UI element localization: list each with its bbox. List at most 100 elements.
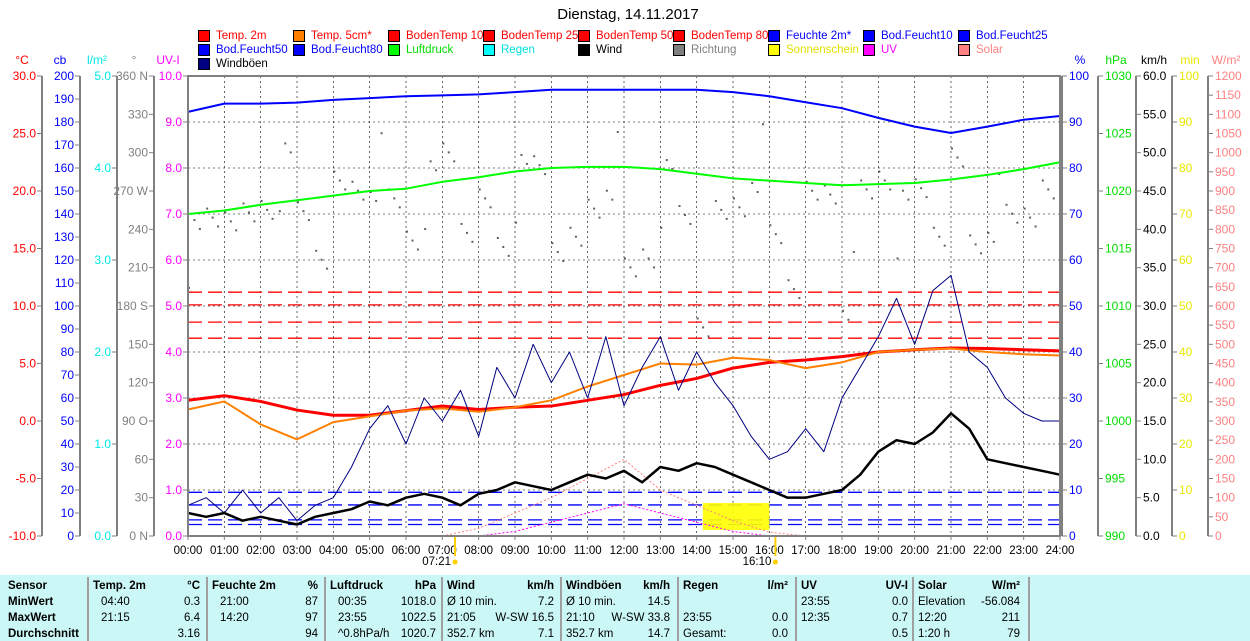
direction-point	[733, 197, 735, 200]
axis-tick-label-hpa: 1025	[1105, 127, 1132, 141]
axis-tick-label-kmh: 20.0	[1143, 376, 1167, 390]
axis-tick-label-dir: 330	[128, 107, 148, 121]
legend-label: Wind	[596, 44, 623, 56]
direction-point	[217, 225, 220, 228]
direction-point	[689, 222, 692, 225]
legend-label: BodenTemp 80	[691, 30, 769, 42]
x-tick-label: 20:00	[900, 545, 929, 557]
table-cell: Durchschnitt	[8, 628, 79, 640]
axis-tick-label-min: 70	[1179, 207, 1193, 221]
table-separator	[206, 577, 208, 641]
table-cell: 04:40	[101, 596, 130, 608]
axis-tick-label-dir: 180 S	[117, 299, 148, 313]
legend-label: Sonnenschein	[786, 44, 859, 56]
axis-tick-label-hum: 40	[1069, 345, 1083, 359]
direction-point	[816, 198, 819, 201]
direction-point	[780, 242, 783, 245]
direction-point	[769, 224, 772, 227]
sunshine-bar	[733, 503, 770, 530]
axis-tick-label-cb: 90	[61, 322, 75, 336]
axis-tick-label-solar: 1100	[1215, 107, 1241, 121]
direction-point	[665, 159, 668, 162]
direction-point	[907, 198, 910, 201]
axis-tick-label-cb: 30	[61, 460, 75, 474]
legend-item: Regen	[483, 44, 535, 56]
axis-tick-label-cb: 10	[61, 506, 75, 520]
axis-tick-label-cb: 40	[61, 437, 75, 451]
legend-item: Bod.Feucht25	[958, 30, 1048, 42]
legend-item: BodenTemp 50	[578, 30, 673, 42]
axis-tick-label-uv: 6.0	[165, 253, 182, 267]
axis-tick-label-solar: 550	[1215, 318, 1235, 332]
axis-tick-label-uv: 5.0	[165, 299, 182, 313]
table-cell: 00:35	[338, 596, 367, 608]
table-cell: 0.0	[772, 612, 788, 624]
table-cell: 14:20	[220, 612, 249, 624]
table-cell: 14.5	[647, 596, 670, 608]
axis-tick-label-hpa: 1000	[1105, 414, 1132, 428]
direction-point	[738, 206, 741, 209]
direction-point	[333, 170, 336, 173]
axis-tick-label-hpa: 1005	[1105, 357, 1132, 371]
table-cell: 97	[305, 612, 318, 624]
table-cell: 0.5	[892, 628, 908, 640]
axis-tick-label-temp: 30.0	[13, 69, 37, 83]
legend-item: Richtung	[673, 44, 736, 56]
table-cell: %	[307, 580, 318, 592]
legend-label: UV	[881, 44, 897, 56]
direction-point	[605, 189, 608, 192]
direction-point	[616, 130, 619, 133]
direction-point	[429, 160, 432, 163]
axis-tick-label-cb: 70	[61, 368, 75, 382]
legend-label: Temp. 2m	[216, 30, 267, 42]
direction-point	[569, 226, 572, 229]
table-cell: W-SW 16.5	[495, 612, 554, 624]
direction-point	[642, 248, 645, 251]
axis-tick-label-dir: 120	[128, 376, 148, 390]
direction-point	[393, 197, 396, 200]
table-cell: Wind	[447, 580, 475, 592]
axis-tick-label-rain: 2.0	[94, 345, 111, 359]
table-cell: l/m²	[767, 580, 788, 592]
direction-point	[992, 240, 995, 243]
axis-tick-label-kmh: 5.0	[1143, 491, 1160, 505]
direction-point	[707, 335, 710, 338]
direction-point	[811, 189, 814, 192]
table-cell: UV	[801, 580, 817, 592]
x-tick-label: 12:00	[610, 545, 639, 557]
table-cell: 6.4	[184, 612, 200, 624]
direction-point	[611, 198, 614, 201]
x-tick-label: 13:00	[646, 545, 675, 557]
direction-point	[297, 201, 299, 204]
direction-point	[683, 214, 686, 216]
table-cell: 0.0	[772, 628, 788, 640]
legend-label: Solar	[976, 44, 1003, 56]
x-tick-label: 15:00	[719, 545, 748, 557]
axis-tick-label-min: 50	[1179, 299, 1193, 313]
sunshine-bar	[702, 503, 733, 530]
axis-tick-label-kmh: 60.0	[1143, 69, 1167, 83]
axis-tick-label-uv: 3.0	[165, 391, 182, 405]
axis-tick-label-hum: 10	[1069, 483, 1083, 497]
direction-point	[435, 169, 438, 172]
legend-swatch	[958, 30, 970, 42]
direction-point	[805, 180, 808, 183]
direction-point	[580, 244, 583, 247]
series-line-windb-en	[187, 274, 1060, 522]
direction-point	[914, 178, 917, 181]
table-separator	[441, 577, 443, 641]
direction-point	[823, 184, 826, 187]
legend-swatch	[388, 44, 400, 56]
axis-tick-label-solar: 1000	[1215, 146, 1242, 160]
direction-point	[369, 191, 372, 193]
axis-tick-label-solar: 100	[1215, 491, 1235, 505]
table-cell: Regen	[683, 580, 719, 592]
axis-unit-dir: °	[132, 53, 137, 67]
table-cell: -56.084	[980, 596, 1020, 608]
direction-point	[865, 188, 868, 191]
axis-tick-label-cb: 120	[54, 253, 74, 267]
table-separator	[677, 577, 679, 641]
direction-point	[938, 235, 941, 238]
direction-point	[235, 229, 238, 232]
axis-tick-label-temp: 15.0	[13, 242, 37, 256]
